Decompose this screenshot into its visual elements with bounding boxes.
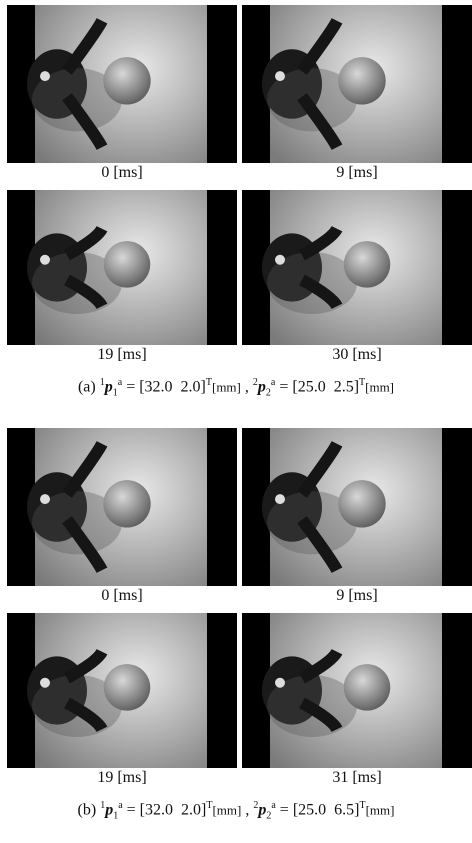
photo-svg bbox=[242, 613, 472, 768]
photo bbox=[242, 613, 472, 768]
photo-svg bbox=[242, 428, 472, 586]
frame-label: 0 [ms] bbox=[7, 164, 237, 182]
operator: = bbox=[127, 801, 136, 818]
frame-label: 30 [ms] bbox=[242, 346, 472, 364]
photo-svg bbox=[242, 190, 472, 345]
vector: [25.0 6.5] bbox=[293, 801, 360, 818]
superscript: a bbox=[118, 800, 122, 811]
vector: [25.0 2.5] bbox=[292, 378, 359, 395]
subscript: 1 bbox=[113, 811, 118, 822]
caption-label: (b) bbox=[78, 801, 97, 818]
vector: [32.0 2.0] bbox=[140, 801, 207, 818]
superscript: a bbox=[118, 377, 122, 388]
separator: , bbox=[245, 801, 249, 818]
unit: [mm] bbox=[212, 379, 241, 394]
frame-label: 19 [ms] bbox=[7, 769, 237, 787]
photo bbox=[242, 428, 472, 586]
symbol: p bbox=[105, 378, 113, 395]
panel: 0 [ms] 9 [ms] 19 [ms] 31 [ms](b) 1p1a = … bbox=[0, 428, 472, 843]
frame-label: 9 [ms] bbox=[242, 164, 472, 182]
frame-label: 19 [ms] bbox=[7, 346, 237, 364]
operator: = bbox=[126, 378, 135, 395]
photo bbox=[242, 190, 472, 345]
unit: [mm] bbox=[366, 802, 395, 817]
photo-svg bbox=[7, 613, 237, 768]
panel: 0 [ms] 9 [ms] 19 [ms] 30 [ms] (a) 1p1a = … bbox=[0, 5, 472, 420]
frame-label: 0 [ms] bbox=[7, 587, 237, 605]
subscript: 2 bbox=[266, 388, 271, 399]
figure: 0 [ms] 9 [ms] 19 [ms] 30 [ms](a) 1p1a = … bbox=[0, 0, 472, 843]
photo-svg bbox=[7, 5, 237, 163]
unit: [mm] bbox=[212, 802, 241, 817]
frame-label: 9 [ms] bbox=[242, 587, 472, 605]
photo-svg bbox=[242, 5, 472, 163]
photo bbox=[242, 5, 472, 163]
photo bbox=[7, 5, 237, 163]
photo-svg bbox=[7, 428, 237, 586]
operator: = bbox=[280, 801, 289, 818]
separator: , bbox=[245, 378, 249, 395]
caption-label: (a) bbox=[78, 378, 96, 395]
superscript: a bbox=[271, 377, 275, 388]
unit: [mm] bbox=[365, 379, 394, 394]
subscript: 1 bbox=[113, 388, 118, 399]
photo-svg bbox=[7, 190, 237, 345]
superscript: a bbox=[271, 800, 275, 811]
frame-label: 31 [ms] bbox=[242, 769, 472, 787]
photo bbox=[7, 613, 237, 768]
caption: (b) 1p1a = [32.0 2.0]T[mm] , 2p2a = [25.… bbox=[0, 800, 472, 822]
subscript: 2 bbox=[266, 811, 271, 822]
symbol: p bbox=[258, 378, 266, 395]
vector: [32.0 2.0] bbox=[139, 378, 206, 395]
photo bbox=[7, 428, 237, 586]
symbol: p bbox=[105, 801, 113, 818]
operator: = bbox=[279, 378, 288, 395]
photo bbox=[7, 190, 237, 345]
caption: (a) 1p1a = [32.0 2.0]T[mm] , 2p2a = [25.… bbox=[0, 377, 472, 399]
